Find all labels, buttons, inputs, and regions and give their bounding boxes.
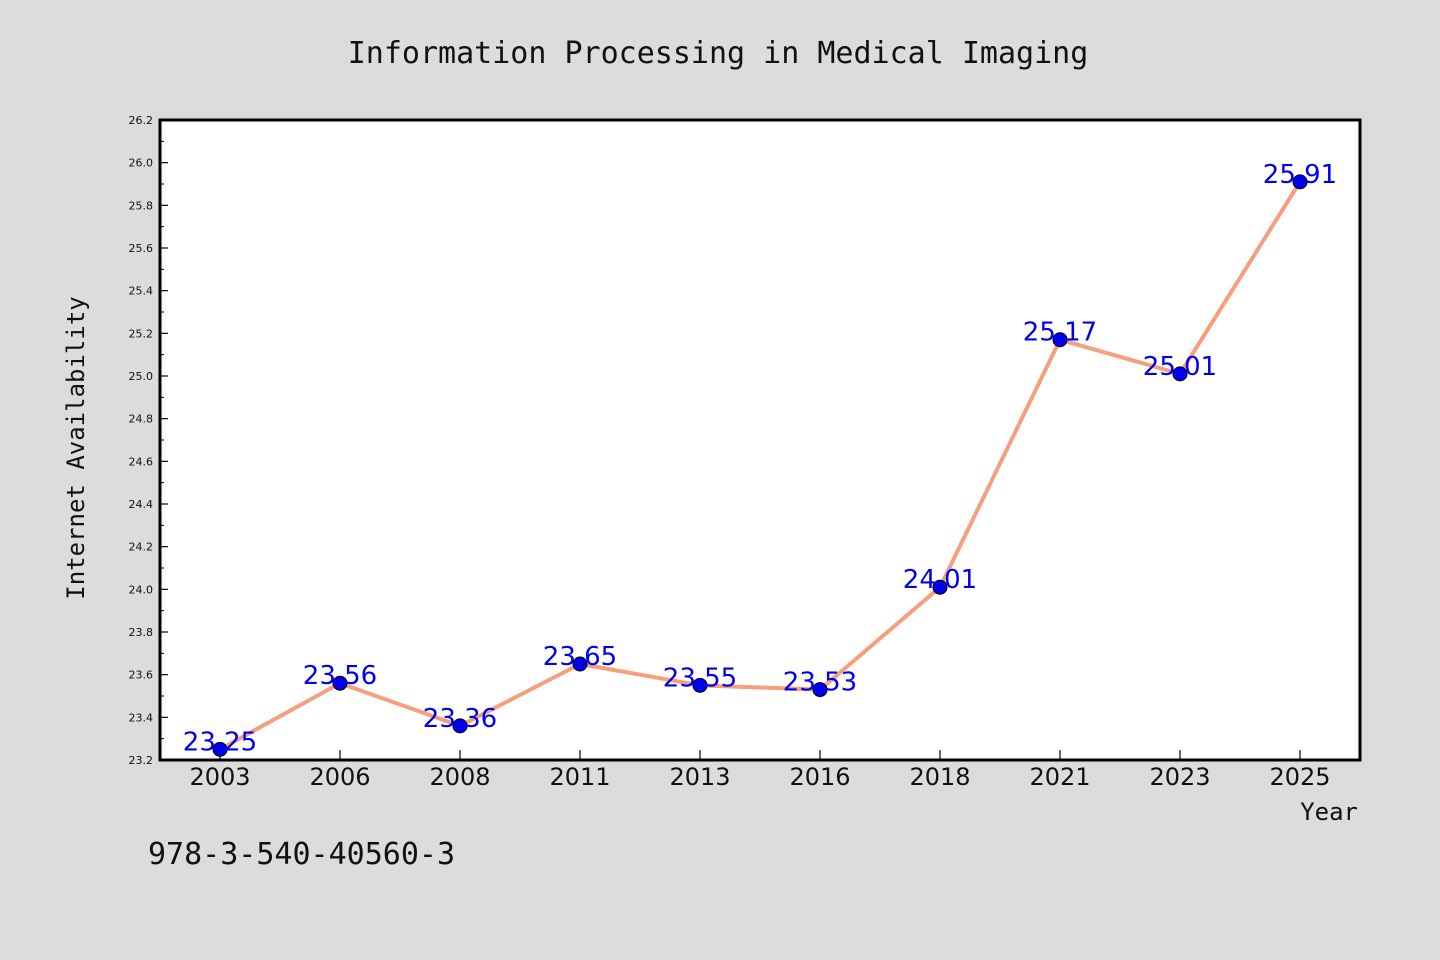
data-label: 25.17	[1023, 318, 1097, 348]
y-tick-label: 24.0	[129, 583, 154, 596]
series-group	[212, 174, 1308, 757]
x-tick-label: 2006	[309, 763, 370, 791]
x-tick-label: 2003	[189, 763, 250, 791]
x-tick-label: 2023	[1149, 763, 1210, 791]
data-point	[572, 656, 588, 672]
data-label: 23.36	[423, 704, 497, 734]
plot-frame	[158, 118, 1362, 762]
x-tick-label: 2016	[789, 763, 850, 791]
x-axis-label: Year	[1300, 798, 1358, 826]
data-point	[452, 718, 468, 734]
data-label: 25.91	[1263, 160, 1337, 190]
x-tick-label: 2011	[549, 763, 610, 791]
y-tick-label: 25.2	[129, 327, 154, 340]
plot-area	[160, 120, 1360, 760]
data-point	[1292, 174, 1308, 190]
data-point	[1052, 332, 1068, 348]
y-tick-label: 24.4	[129, 498, 154, 511]
data-labels-group: 23.25 23.56 23.36 23.65 23.55 23.53 24.01 25.17…	[183, 160, 1337, 757]
data-label: 25.01	[1143, 352, 1217, 382]
data-label: 24.01	[903, 565, 977, 595]
y-tick-label: 25.0	[129, 370, 154, 383]
y-tick-label: 26.0	[129, 157, 154, 170]
data-label: 23.25	[183, 727, 257, 757]
data-label: 23.56	[303, 661, 377, 691]
x-tick-label: 2013	[669, 763, 730, 791]
y-tick-label: 24.2	[129, 541, 154, 554]
data-point	[332, 675, 348, 691]
y-tick-label: 23.6	[129, 669, 154, 682]
data-point	[812, 682, 828, 698]
y-tick-label: 25.4	[129, 285, 154, 298]
data-label: 23.53	[783, 668, 857, 698]
x-tick-label: 2008	[429, 763, 490, 791]
x-axis-ticks: 2003 2006 2008 2011 2013 2016 2018 2021 2023 2025	[189, 750, 1331, 791]
data-label: 23.55	[663, 663, 737, 693]
x-tick-label: 2021	[1029, 763, 1090, 791]
data-label: 23.65	[543, 642, 617, 672]
data-point	[932, 579, 948, 595]
y-tick-label: 25.8	[129, 199, 154, 212]
data-point	[692, 677, 708, 693]
data-point	[1172, 366, 1188, 382]
y-tick-label: 23.4	[129, 711, 154, 724]
x-tick-label: 2018	[909, 763, 970, 791]
y-tick-label: 25.6	[129, 242, 154, 255]
series-line	[219, 180, 1302, 752]
y-tick-label: 24.8	[129, 413, 154, 426]
isbn-footer: 978-3-540-40560-3	[148, 837, 455, 872]
y-axis-ticks: 23.2 23.4 23.6 23.8 24.0 24.2 24.4 24.6 24.8 25.0…	[129, 114, 168, 767]
y-axis-label: Internet Availability	[62, 296, 90, 599]
y-tick-label: 26.2	[129, 114, 154, 127]
chart-title: Information Processing in Medical Imagin…	[348, 36, 1089, 71]
y-tick-label: 23.2	[129, 754, 154, 767]
y-tick-label: 24.6	[129, 455, 154, 468]
x-tick-label: 2025	[1269, 763, 1330, 791]
data-point	[212, 741, 228, 757]
y-tick-label: 23.8	[129, 626, 154, 639]
